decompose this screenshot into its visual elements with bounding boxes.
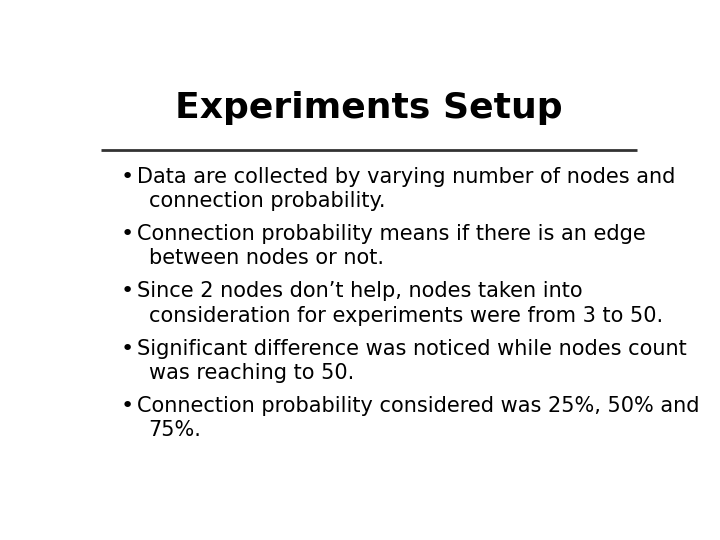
Text: connection probability.: connection probability. [148, 191, 385, 211]
Text: •: • [121, 396, 134, 416]
Text: •: • [121, 224, 134, 244]
Text: •: • [121, 167, 134, 187]
Text: •: • [121, 339, 134, 359]
Text: Significant difference was noticed while nodes count: Significant difference was noticed while… [138, 339, 687, 359]
Text: 75%.: 75%. [148, 420, 202, 440]
Text: Data are collected by varying number of nodes and: Data are collected by varying number of … [138, 167, 676, 187]
Text: was reaching to 50.: was reaching to 50. [148, 363, 354, 383]
Text: Since 2 nodes don’t help, nodes taken into: Since 2 nodes don’t help, nodes taken in… [138, 281, 583, 301]
Text: Connection probability considered was 25%, 50% and: Connection probability considered was 25… [138, 396, 700, 416]
Text: Experiments Setup: Experiments Setup [175, 91, 563, 125]
Text: •: • [121, 281, 134, 301]
Text: Connection probability means if there is an edge: Connection probability means if there is… [138, 224, 646, 244]
Text: consideration for experiments were from 3 to 50.: consideration for experiments were from … [148, 306, 662, 326]
Text: between nodes or not.: between nodes or not. [148, 248, 384, 268]
